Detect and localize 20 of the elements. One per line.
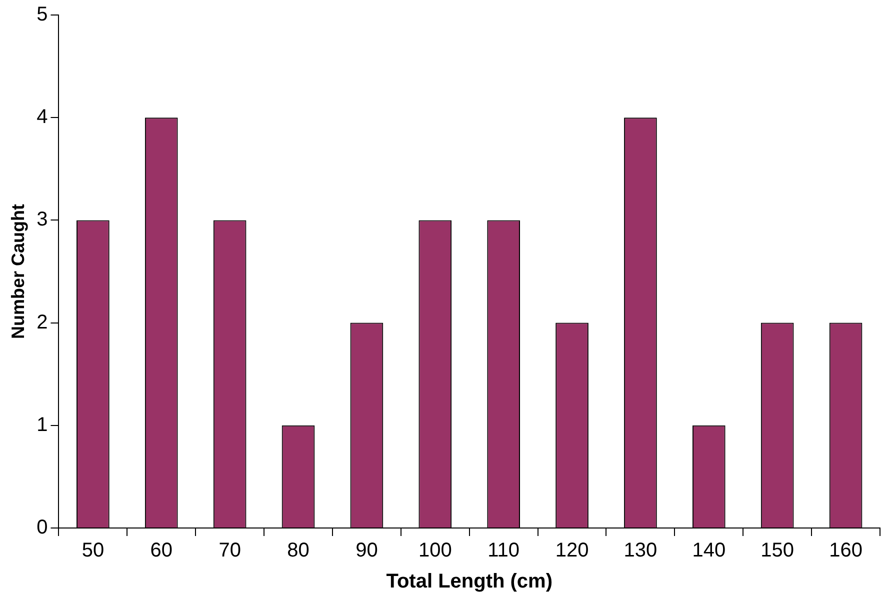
x-tick-label: 60 [150,540,173,562]
y-tick-label: 2 [36,311,48,334]
y-axis-title: Number Caught [8,204,28,339]
y-tick-label: 3 [36,208,48,231]
x-tick-label: 120 [555,540,589,562]
x-tick-label: 150 [760,540,794,562]
x-tick-label: 100 [418,540,452,562]
x-axis-title: Total Length (cm) [386,570,552,593]
y-tick-label: 0 [36,516,48,539]
x-tick-label: 90 [356,540,378,562]
x-tick-label: 160 [829,540,862,562]
x-tick-label: 130 [624,540,658,562]
y-tick-label: 1 [36,414,48,436]
x-tick-label: 50 [82,540,104,562]
x-tick-label: 80 [287,540,310,562]
x-tick-label: 110 [488,540,520,562]
y-tick-label: 5 [36,4,48,26]
y-tick-label: 4 [36,106,48,128]
x-tick-label: 140 [692,540,726,562]
x-tick-label: 70 [218,540,241,562]
